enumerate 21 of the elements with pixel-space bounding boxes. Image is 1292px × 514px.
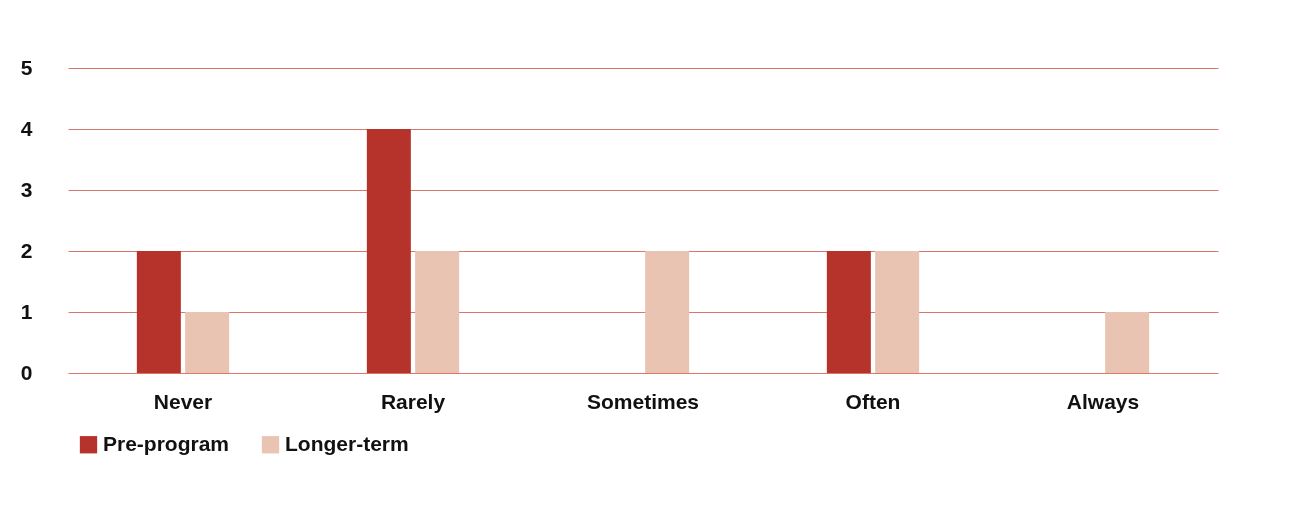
x-tick-label: Never: [153, 389, 213, 413]
bar: [366, 129, 411, 373]
y-tick-label: 5: [20, 55, 33, 79]
y-tick-label: 1: [20, 299, 33, 323]
bar: [826, 251, 871, 373]
legend-label: Longer-term: [285, 431, 409, 455]
y-tick-label: 3: [20, 177, 33, 201]
legend-label: Pre-program: [103, 431, 230, 455]
bar: [875, 251, 920, 373]
bar: [645, 251, 690, 373]
bar: [1105, 312, 1150, 373]
x-tick-label: Often: [845, 389, 901, 413]
y-tick-label: 0: [20, 360, 33, 384]
bar: [185, 312, 230, 373]
y-tick-label: 2: [20, 238, 33, 262]
x-tick-label: Always: [1066, 389, 1140, 413]
bar: [415, 251, 460, 373]
x-tick-label: Sometimes: [586, 389, 700, 413]
x-tick-label: Rarely: [380, 389, 446, 413]
bar: [136, 251, 181, 373]
y-tick-label: 4: [20, 116, 33, 140]
